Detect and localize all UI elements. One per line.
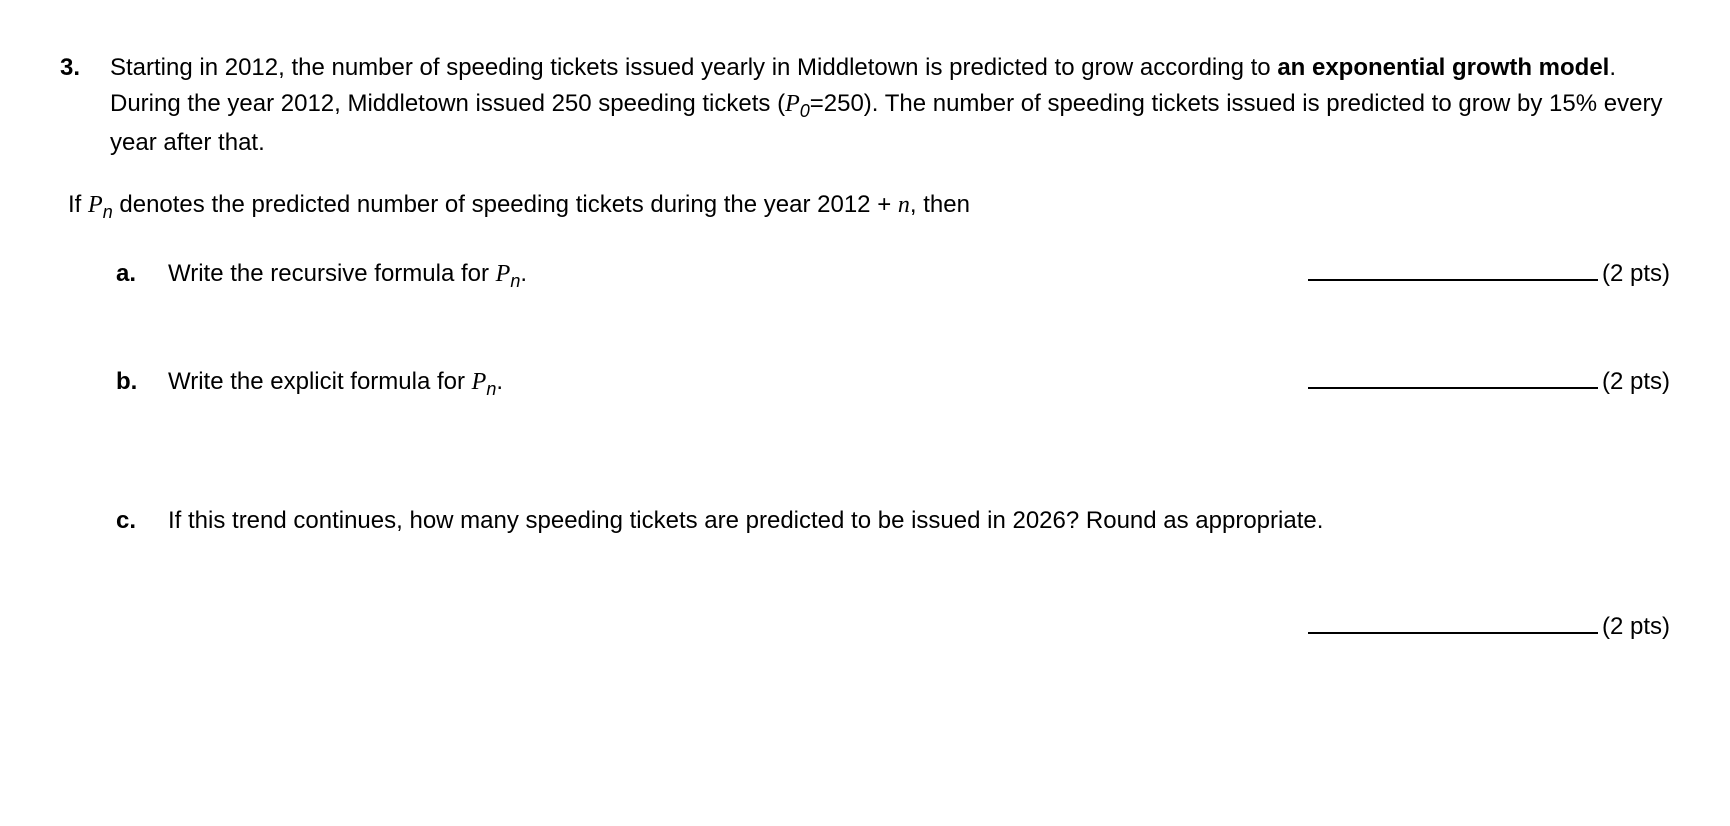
question-text: Starting in 2012, the number of speeding… — [110, 50, 1670, 161]
part-c-text: If this trend continues, how many speedi… — [168, 503, 1670, 539]
ifline-pre: If — [68, 191, 88, 218]
part-a-label: a. — [116, 256, 168, 292]
question-block: 3. Starting in 2012, the number of speed… — [60, 50, 1670, 161]
answer-blank-b[interactable] — [1308, 387, 1598, 389]
p0-subscript: 0 — [800, 101, 810, 121]
part-b-label: b. — [116, 364, 168, 400]
part-b-pn-sub: n — [486, 379, 496, 399]
part-b-pre: Write the explicit formula for — [168, 368, 472, 395]
part-b-points: (2 pts) — [1602, 364, 1670, 400]
answer-blank-a[interactable] — [1308, 279, 1598, 281]
p0-symbol: P — [785, 91, 800, 117]
answer-blank-c[interactable] — [1308, 632, 1598, 634]
intro-part1: Starting in 2012, the number of speeding… — [110, 54, 1277, 81]
part-a-text: Write the recursive formula for Pn. — [168, 256, 527, 295]
part-a-points: (2 pts) — [1602, 256, 1670, 292]
n-var: n — [898, 192, 910, 218]
part-a-post: . — [520, 260, 527, 287]
ifline-post: denotes the predicted number of speeding… — [113, 191, 898, 218]
pn-symbol: P — [88, 192, 103, 218]
part-b-text: Write the explicit formula for Pn. — [168, 364, 503, 403]
part-a-pre: Write the recursive formula for — [168, 260, 496, 287]
ifline-end: , then — [910, 191, 970, 218]
part-b: b. Write the explicit formula for Pn. (2… — [116, 364, 1670, 403]
part-a-pn: P — [496, 261, 511, 287]
part-c-points: (2 pts) — [1602, 609, 1670, 645]
part-a: a. Write the recursive formula for Pn. (… — [116, 256, 1670, 295]
pn-subscript: n — [103, 202, 113, 222]
part-b-post: . — [496, 368, 503, 395]
question-number: 3. — [60, 50, 110, 161]
part-a-pn-sub: n — [510, 270, 520, 290]
part-c: c. If this trend continues, how many spe… — [116, 503, 1670, 539]
if-line: If Pn denotes the predicted number of sp… — [68, 187, 1670, 226]
part-c-answer-row: (2 pts) — [116, 609, 1670, 645]
intro-bold1: an exponential growth model — [1277, 54, 1609, 81]
part-b-pn: P — [472, 369, 487, 395]
part-c-label: c. — [116, 503, 168, 539]
